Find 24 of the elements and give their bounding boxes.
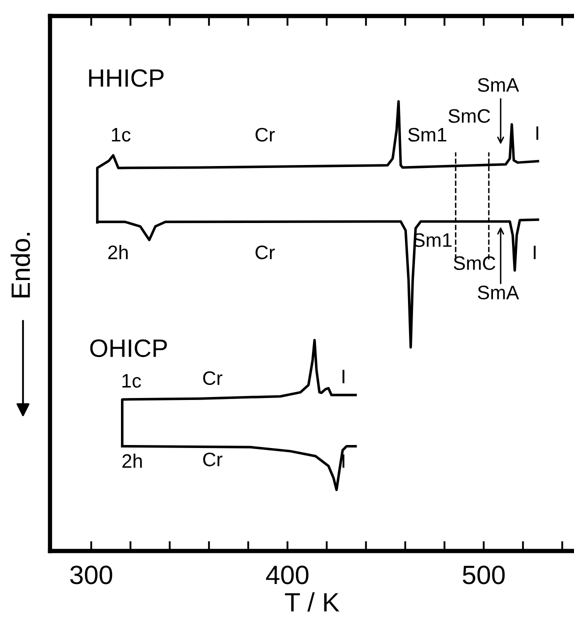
y-axis-title: Endo. — [10, 232, 30, 298]
annotation: SmA — [478, 286, 520, 300]
x-tick-label: 300 — [70, 566, 112, 584]
annotation: I — [342, 370, 344, 384]
annotation: Cr — [203, 452, 222, 466]
annotation: Cr — [203, 371, 222, 386]
text: SmA — [478, 78, 520, 92]
annotation: Sm1 — [408, 128, 446, 142]
annotation: OHICP — [90, 339, 167, 358]
annotation: Cr — [256, 246, 275, 260]
annotation: 2h — [108, 245, 128, 260]
annotation: 2h — [122, 454, 142, 468]
annotation: I — [534, 246, 536, 260]
annotation: I — [536, 126, 538, 140]
annotation: I — [342, 454, 344, 468]
annotation: SmC — [454, 256, 496, 270]
annotation: Cr — [256, 128, 275, 142]
annotation: SmC — [448, 109, 490, 123]
x-tick-label: 500 — [462, 566, 505, 584]
annotation: 1c — [112, 128, 130, 142]
text: HHICP — [89, 69, 164, 87]
x-tick-label: 400 — [266, 566, 308, 584]
x-axis-title: T / K — [284, 592, 340, 612]
annotation: 1c — [122, 374, 141, 388]
